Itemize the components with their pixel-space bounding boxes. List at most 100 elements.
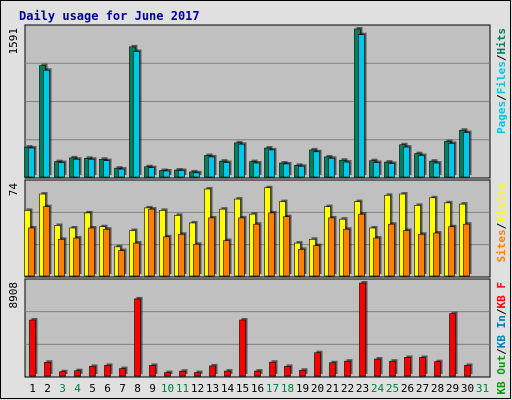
legend-entry: / — [495, 54, 508, 61]
bar-kb-f-day-4 — [74, 368, 83, 377]
x-tick-label: 17 — [266, 382, 279, 395]
legend-hits-files: Pages/Files/Hits — [495, 28, 508, 134]
x-tick-label: 29 — [446, 382, 459, 395]
legend-entry: Pages — [495, 101, 508, 134]
bar-files-day-24 — [373, 160, 382, 178]
bar-files-day-16 — [253, 161, 262, 178]
bar-sites-day-11 — [178, 232, 187, 277]
legend-entry: Visits — [495, 183, 508, 223]
x-tick-label: 12 — [191, 382, 204, 395]
bar-sites-day-3 — [58, 237, 67, 277]
bar-kb-f-day-15 — [239, 318, 248, 377]
bar-sites-day-14 — [223, 238, 232, 277]
bar-kb-f-day-13 — [209, 363, 218, 377]
bar-files-day-4 — [73, 157, 82, 178]
y-axis-max-label: 74 — [7, 183, 20, 197]
chart-title: Daily usage for June 2017 — [19, 9, 200, 23]
x-tick-label: 10 — [161, 382, 174, 395]
x-tick-label: 16 — [251, 382, 264, 395]
x-tick-label: 19 — [296, 382, 309, 395]
bar-files-day-6 — [103, 158, 112, 178]
bar-sites-day-2 — [43, 204, 52, 277]
legend-entry: / — [495, 308, 508, 315]
bar-kb-f-day-10 — [164, 370, 173, 377]
bar-kb-f-day-1 — [29, 318, 38, 377]
x-tick-label: 6 — [104, 382, 111, 395]
x-tick-label: 9 — [149, 382, 156, 395]
bar-files-day-2 — [43, 68, 52, 178]
bar-files-day-15 — [238, 142, 247, 178]
bar-sites-day-21 — [328, 215, 337, 277]
bar-sites-day-7 — [118, 248, 127, 277]
bar-kb-f-day-17 — [269, 360, 278, 377]
bar-kb-f-day-7 — [119, 366, 128, 377]
bar-sites-day-1 — [28, 225, 37, 277]
bar-sites-day-28 — [433, 231, 442, 277]
legend-visits-sites: Sites/Visits — [495, 183, 508, 263]
bar-kb-f-day-21 — [329, 360, 338, 377]
bar-files-day-10 — [163, 168, 172, 178]
bar-kb-f-day-27 — [419, 355, 428, 377]
bar-sites-day-12 — [193, 242, 202, 277]
bar-kb-f-day-20 — [314, 350, 323, 377]
bar-sites-day-16 — [253, 222, 262, 277]
bar-files-day-27 — [418, 153, 427, 178]
x-tick-label: 30 — [461, 382, 474, 395]
bar-sites-day-10 — [163, 234, 172, 277]
bar-kb-f-day-23 — [359, 281, 368, 377]
bar-files-day-9 — [148, 165, 157, 178]
x-tick-label: 4 — [74, 382, 81, 395]
x-tick-label: 5 — [89, 382, 96, 395]
bar-files-day-22 — [343, 160, 352, 178]
x-tick-label: 26 — [401, 382, 414, 395]
x-tick-label: 25 — [386, 382, 399, 395]
bar-files-day-8 — [133, 49, 142, 178]
y-axis-max-label: 1591 — [7, 28, 20, 55]
bar-files-day-14 — [223, 160, 232, 178]
x-tick-label: 23 — [356, 382, 369, 395]
bar-files-day-3 — [58, 160, 67, 178]
legend-entry: / — [495, 94, 508, 101]
bar-kb-f-day-2 — [44, 360, 53, 377]
bar-kb-f-day-11 — [179, 369, 188, 377]
bar-kb-f-day-29 — [449, 311, 458, 377]
bar-files-day-5 — [88, 157, 97, 178]
bar-sites-day-26 — [403, 228, 412, 277]
bar-sites-day-25 — [388, 222, 397, 277]
x-tick-label: 21 — [326, 382, 339, 395]
bar-sites-day-4 — [73, 236, 82, 277]
bar-kb-f-day-19 — [299, 368, 308, 377]
bar-sites-day-20 — [313, 243, 322, 277]
bar-sites-day-24 — [373, 236, 382, 277]
x-tick-label: 27 — [416, 382, 429, 395]
bar-sites-day-29 — [448, 224, 457, 277]
bar-sites-day-5 — [88, 225, 97, 277]
bar-sites-day-19 — [298, 247, 307, 277]
bar-kb-f-day-25 — [389, 359, 398, 377]
x-tick-label: 22 — [341, 382, 354, 395]
chart-panels: 1591 Pages/Files/Hits 74 Sites/Visits 8908 KB… — [7, 24, 508, 395]
bar-kb-f-day-24 — [374, 357, 383, 377]
bar-files-day-18 — [283, 161, 292, 178]
bar-kb-f-day-6 — [104, 363, 113, 377]
panel-hits-files: 1591 Pages/Files/Hits — [7, 24, 508, 179]
bar-kb-f-day-8 — [134, 296, 143, 377]
x-tick-label: 31 — [476, 382, 489, 395]
bar-files-day-30 — [463, 130, 472, 178]
bar-sites-day-9 — [148, 207, 157, 277]
bar-sites-day-6 — [103, 227, 112, 277]
bar-sites-day-17 — [268, 210, 277, 277]
x-tick-label: 14 — [221, 382, 235, 395]
x-tick-label: 13 — [206, 382, 219, 395]
bar-files-day-26 — [403, 145, 412, 178]
legend-entry: KB In — [495, 315, 508, 348]
bar-files-day-13 — [208, 154, 217, 178]
y-axis-max-label: 8908 — [7, 282, 20, 309]
bar-kb-f-day-18 — [284, 364, 293, 377]
bar-files-day-11 — [178, 168, 187, 178]
bar-sites-day-13 — [208, 215, 217, 277]
legend-entry: KB Out — [495, 355, 508, 395]
legend-entry: Hits — [495, 28, 508, 55]
